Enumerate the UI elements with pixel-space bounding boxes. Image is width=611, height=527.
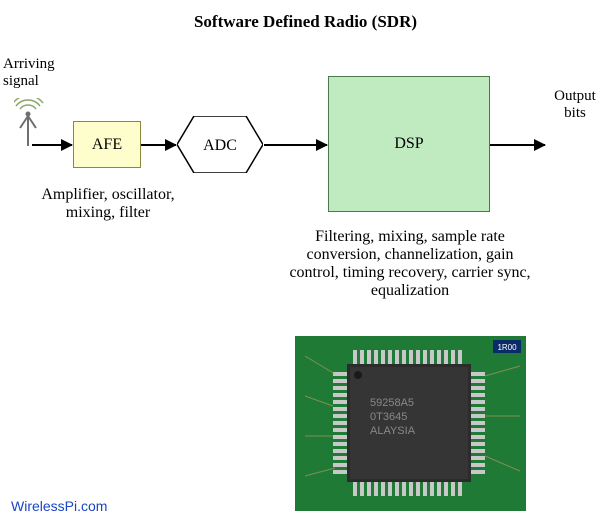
antenna-icon xyxy=(14,98,48,148)
diagram-canvas: Software Defined Radio (SDR) Arriving si… xyxy=(0,0,611,527)
afe-description: Amplifier, oscillator, mixing, filter xyxy=(33,186,183,222)
diagram-title: Software Defined Radio (SDR) xyxy=(0,12,611,32)
output-bits-label: Output bits xyxy=(540,88,610,122)
svg-text:ALAYSIA: ALAYSIA xyxy=(370,425,416,437)
adc-block: ADC xyxy=(177,116,263,173)
arriving-signal-label: Arriving signal xyxy=(3,56,83,90)
arrow-antenna-to-afe xyxy=(32,144,72,146)
dsp-label: DSP xyxy=(394,135,423,153)
arrow-adc-to-dsp xyxy=(264,144,327,146)
afe-label: AFE xyxy=(92,136,122,154)
dsp-block: DSP xyxy=(328,76,490,212)
svg-text:1R00: 1R00 xyxy=(497,343,517,352)
adc-label: ADC xyxy=(203,137,237,154)
svg-text:59258A5: 59258A5 xyxy=(370,397,414,409)
dsp-description: Filtering, mixing, sample rate conversio… xyxy=(280,228,540,300)
svg-text:0T3645: 0T3645 xyxy=(370,411,407,423)
chip-photo: 1R00 59258A5 0T3645 ALAYSIA xyxy=(295,336,526,511)
arrow-afe-to-adc xyxy=(141,144,176,146)
arrow-dsp-to-output xyxy=(490,144,545,146)
afe-block: AFE xyxy=(73,121,141,168)
attribution-text: WirelessPi.com xyxy=(11,498,107,514)
